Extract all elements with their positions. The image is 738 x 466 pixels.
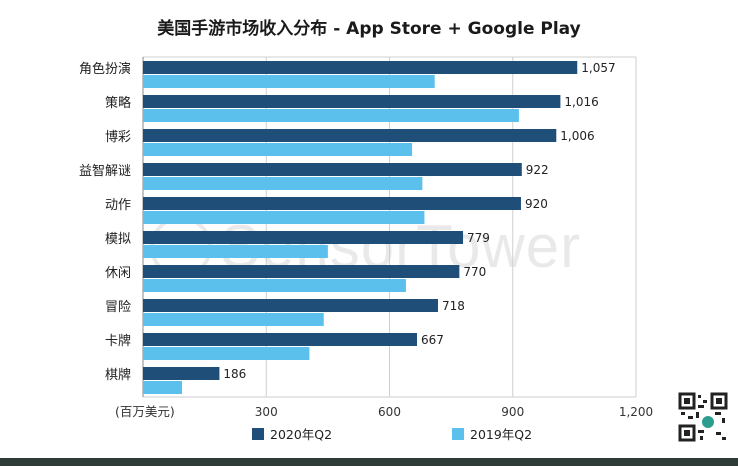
category-label: 冒险 [105, 300, 131, 315]
legend-2019q2-label: 2019年Q2 [470, 427, 532, 442]
bar-2019q2 [143, 177, 423, 190]
bar-2020q2 [143, 61, 578, 74]
x-tick-label: 1,200 [619, 405, 653, 419]
x-axis-unit-label: (百万美元) [115, 404, 175, 419]
legend-2020q2-swatch [252, 428, 264, 440]
bar-2020q2 [143, 367, 220, 380]
bar-2020q2 [143, 333, 418, 346]
bar-2020q2 [143, 163, 522, 176]
x-tick-label: 600 [378, 405, 401, 419]
bar-2020q2 [143, 129, 557, 142]
bar-2019q2 [143, 313, 324, 326]
x-tick-label: 900 [501, 405, 524, 419]
bar-2019q2 [143, 279, 406, 292]
category-label: 策略 [105, 95, 131, 111]
data-label-2020q2: 718 [442, 299, 465, 313]
category-label: 模拟 [105, 232, 131, 247]
legend-2020q2-label: 2020年Q2 [270, 427, 332, 442]
qr-code-icon [678, 392, 728, 442]
data-label-2020q2: 1,057 [581, 61, 615, 75]
category-label: 棋牌 [105, 367, 131, 383]
bar-2019q2 [143, 109, 519, 122]
data-label-2020q2: 186 [223, 367, 246, 381]
data-label-2020q2: 770 [463, 265, 486, 279]
category-label: 益智解谜 [79, 164, 131, 179]
data-label-2020q2: 779 [467, 231, 490, 245]
category-label: 休闲 [105, 266, 131, 281]
data-label-2020q2: 667 [421, 333, 444, 347]
bar-2020q2 [143, 197, 521, 210]
bar-2019q2 [143, 245, 328, 258]
data-label-2020q2: 922 [526, 163, 549, 177]
chart-title: 美国手游市场收入分布 - App Store + Google Play [157, 19, 581, 39]
bar-2020q2 [143, 95, 561, 108]
category-label: 博彩 [105, 130, 131, 145]
data-label-2020q2: 1,016 [564, 95, 598, 109]
data-label-2020q2: 920 [525, 197, 548, 211]
category-label: 角色扮演 [79, 61, 131, 77]
bar-2020q2 [143, 265, 460, 278]
bar-2019q2 [143, 75, 435, 88]
bar-2020q2 [143, 231, 464, 244]
x-tick-label: 300 [255, 405, 278, 419]
bar-2020q2 [143, 299, 438, 312]
bar-2019q2 [143, 211, 425, 224]
legend-2019q2-swatch [452, 428, 464, 440]
category-label: 卡牌 [105, 333, 131, 349]
bar-2019q2 [143, 381, 183, 394]
data-label-2020q2: 1,006 [560, 129, 594, 143]
category-label: 动作 [105, 198, 131, 213]
bar-2019q2 [143, 347, 310, 360]
bottom-bar [0, 458, 738, 466]
bar-2019q2 [143, 143, 413, 156]
